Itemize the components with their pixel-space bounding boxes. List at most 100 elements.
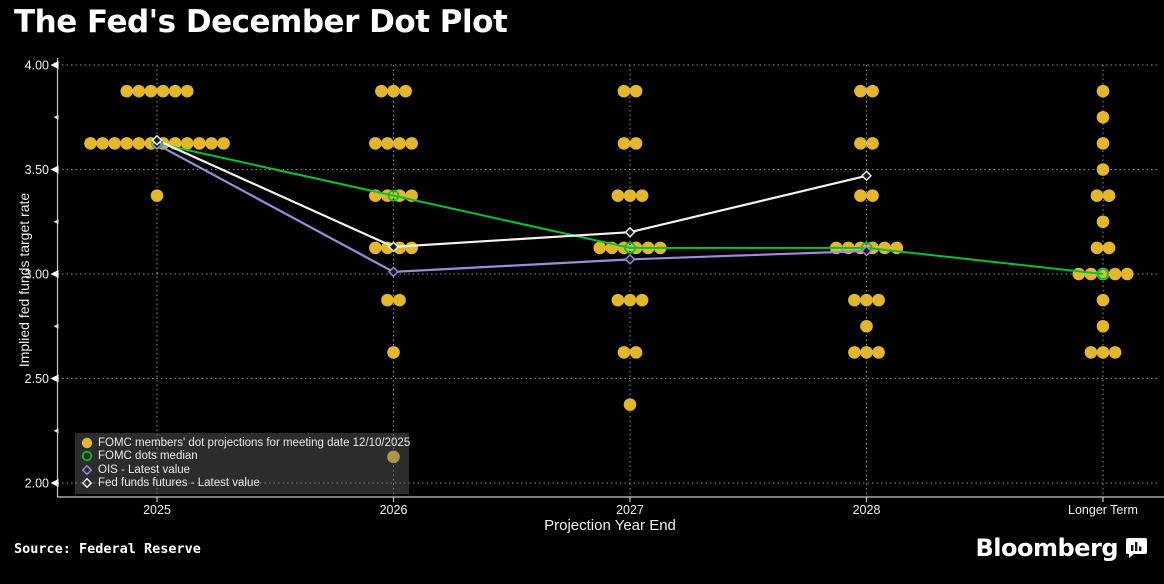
x-tick-label: 2028 bbox=[853, 503, 881, 517]
fomc-dot bbox=[635, 189, 649, 202]
fomc-dot bbox=[1072, 267, 1086, 281]
x-tick-label: Longer Term bbox=[1068, 503, 1138, 517]
fomc-dot bbox=[120, 137, 134, 150]
fomc-dot bbox=[848, 346, 861, 359]
fomc-dot bbox=[144, 84, 158, 98]
legend-label: FOMC members' dot projections for meetin… bbox=[98, 436, 411, 449]
fomc-dot bbox=[860, 319, 873, 333]
fomc-dot bbox=[1096, 84, 1110, 98]
y-minor-tick bbox=[53, 428, 59, 434]
bloomberg-logo: Bloomberg bbox=[976, 534, 1148, 562]
fomc-dot bbox=[405, 137, 418, 150]
legend-label: FOMC dots median bbox=[98, 450, 198, 463]
y-minor-tick bbox=[53, 323, 59, 329]
fomc-dot bbox=[205, 137, 218, 150]
diamond-marker bbox=[861, 245, 872, 257]
fomc-dot bbox=[393, 293, 406, 307]
x-axis-label: Projection Year End bbox=[544, 517, 676, 534]
fomc-dot bbox=[866, 137, 879, 150]
open-circle-icon bbox=[81, 451, 93, 462]
y-tick-arrow bbox=[50, 479, 59, 487]
diamond-marker bbox=[388, 266, 399, 278]
bar-chart-bubble-icon bbox=[1126, 538, 1147, 558]
fomc-dot bbox=[1108, 346, 1122, 359]
series-line bbox=[156, 143, 867, 274]
fomc-dot bbox=[1084, 267, 1098, 281]
fomc-dot bbox=[108, 137, 121, 150]
fomc-dot bbox=[629, 84, 643, 98]
fomc-dot bbox=[617, 137, 631, 150]
bloomberg-wordmark: Bloomberg bbox=[975, 534, 1119, 562]
fomc-dot bbox=[1090, 241, 1104, 255]
fomc-dot bbox=[405, 241, 418, 255]
fomc-dot bbox=[1102, 189, 1116, 202]
fomc-dot bbox=[84, 137, 97, 150]
fomc-dot bbox=[369, 241, 382, 255]
fomc-dot bbox=[1096, 163, 1110, 176]
diamond-marker bbox=[388, 241, 399, 253]
fomc-dot bbox=[96, 137, 109, 150]
fomc-dot bbox=[611, 293, 625, 307]
page-title: The Fed's December Dot Plot bbox=[14, 4, 508, 40]
fomc-dot bbox=[866, 189, 879, 202]
chart-legend: FOMC members' dot projections for meetin… bbox=[75, 433, 411, 494]
fomc-dot bbox=[381, 293, 394, 307]
y-tick-arrow bbox=[50, 374, 59, 383]
x-tick-label: 2026 bbox=[380, 503, 408, 517]
fomc-dot bbox=[1120, 267, 1134, 281]
fomc-dot bbox=[399, 84, 412, 98]
legend-item-ois: OIS - Latest value bbox=[81, 463, 403, 477]
diamond-marker bbox=[624, 226, 636, 238]
legend-label: OIS - Latest value bbox=[98, 463, 191, 476]
diamond-marker bbox=[151, 134, 163, 146]
fomc-dot bbox=[878, 241, 891, 255]
fomc-dot bbox=[593, 241, 607, 255]
x-tick-label: 2027 bbox=[616, 503, 644, 517]
fomc-dot bbox=[120, 84, 134, 98]
y-tick-label: 3.50 bbox=[25, 163, 49, 177]
fomc-dot bbox=[617, 346, 631, 359]
fomc-dot bbox=[217, 137, 230, 150]
fomc-dot bbox=[854, 137, 867, 150]
fomc-dot bbox=[156, 84, 170, 98]
median-marker bbox=[624, 242, 636, 254]
fomc-dot bbox=[611, 189, 625, 202]
y-tick-arrow bbox=[50, 61, 59, 69]
y-tick-arrow bbox=[50, 270, 59, 278]
y-tick-label: 2.50 bbox=[25, 372, 49, 386]
legend-item-median: FOMC dots median bbox=[81, 450, 403, 464]
fomc-dot bbox=[617, 84, 631, 98]
y-tick-arrow bbox=[50, 165, 59, 174]
fomc-dot bbox=[623, 293, 637, 307]
fomc-dot bbox=[1096, 319, 1110, 333]
fomc-dot bbox=[854, 189, 867, 202]
y-minor-tick bbox=[53, 114, 59, 120]
series-line bbox=[156, 139, 867, 248]
fomc-dot bbox=[132, 84, 146, 98]
series-line bbox=[156, 142, 1104, 275]
median-marker bbox=[387, 189, 400, 202]
fomc-dot bbox=[1096, 346, 1110, 359]
fomc-dot bbox=[381, 137, 394, 150]
fomc-dot bbox=[150, 189, 164, 202]
fomc-dot bbox=[1108, 267, 1122, 281]
median-marker bbox=[1097, 268, 1109, 280]
fomc-dot bbox=[180, 84, 194, 98]
fomc-dot bbox=[623, 189, 637, 202]
fomc-dot bbox=[629, 346, 643, 359]
y-minor-tick bbox=[53, 219, 59, 225]
fomc-dot bbox=[860, 346, 873, 359]
fomc-dot bbox=[1102, 241, 1116, 255]
fomc-dot bbox=[872, 346, 885, 359]
y-tick-label: 3.00 bbox=[25, 268, 49, 282]
fomc-dot bbox=[168, 84, 182, 98]
fomc-dot bbox=[1090, 189, 1104, 202]
fomc-dot bbox=[860, 293, 873, 307]
legend-label: Fed funds futures - Latest value bbox=[98, 477, 260, 490]
fomc-dot bbox=[848, 293, 861, 307]
source-note: Source: Federal Reserve bbox=[14, 541, 201, 557]
y-tick-label: 4.00 bbox=[25, 59, 49, 73]
fomc-dot bbox=[1096, 137, 1110, 150]
